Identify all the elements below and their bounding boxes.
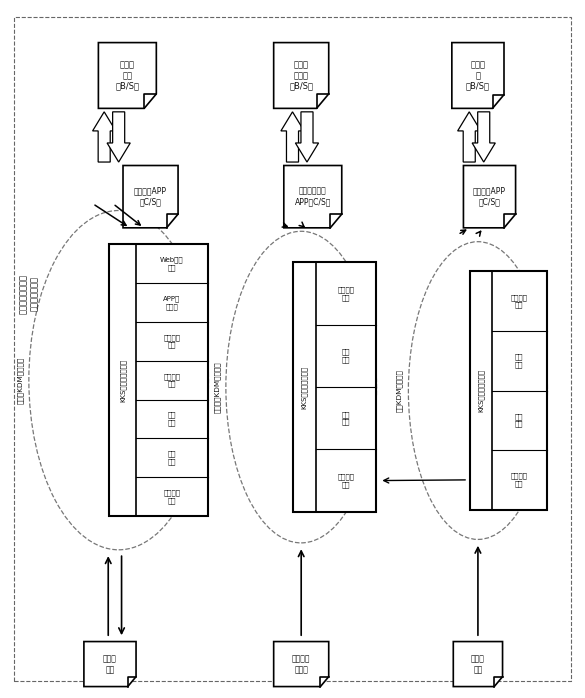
Text: 数据
存储: 数据 存储 [168,451,176,465]
Text: 厂级应用APP
（C/S）: 厂级应用APP （C/S） [473,187,506,207]
Text: Web应用
服务: Web应用 服务 [160,257,184,271]
Polygon shape [453,641,503,687]
Text: 集团次电状态监测
与诊断分析系统: 集团次电状态监测 与诊断分析系统 [19,274,39,313]
Text: 分公司级应用
APP（C/S）: 分公司级应用 APP（C/S） [295,187,331,207]
Bar [293,262,376,512]
Polygon shape [463,165,515,228]
Text: 分公司
级应用
（B/S）: 分公司 级应用 （B/S） [289,60,313,91]
Text: 分公司级KDM数据中心: 分公司级KDM数据中心 [214,362,221,413]
Polygon shape [284,165,342,228]
Text: KKS编码管理与服务: KKS编码管理与服务 [478,369,484,412]
Text: 数据
调度: 数据 调度 [342,349,350,363]
Text: KKS编码管理与服务: KKS编码管理与服务 [301,366,308,408]
Text: APP发
布服务: APP发 布服务 [163,295,181,310]
Polygon shape [274,43,329,108]
Text: 实时计算
引擎: 实时计算 引擎 [511,294,528,309]
Text: 厂级KDM数据中心: 厂级KDM数据中心 [397,369,403,412]
Text: 集团级
应用
（B/S）: 集团级 应用 （B/S） [115,60,139,91]
Bar [109,244,208,516]
Polygon shape [84,641,136,687]
Text: 集团级应APP
（C/S）: 集团级应APP （C/S） [134,187,167,207]
Polygon shape [457,112,481,162]
Polygon shape [274,641,329,687]
Polygon shape [107,112,130,162]
Polygon shape [92,112,116,162]
Text: 实时计算
引擎: 实时计算 引擎 [164,373,181,387]
Polygon shape [281,112,304,162]
Text: 电厂数
据源: 电厂数 据源 [471,654,485,674]
Text: 数据
存储: 数据 存储 [342,411,350,425]
Text: 采集通信
接口: 采集通信 接口 [164,489,181,503]
Text: 集团级KDM数据中心: 集团级KDM数据中心 [17,357,23,403]
Bar [470,272,547,510]
Text: 厂级应
用
（B/S）: 厂级应 用 （B/S） [466,60,490,91]
Text: 诊断分析
服务: 诊断分析 服务 [164,334,181,348]
Text: 数据
调度: 数据 调度 [168,412,176,426]
Polygon shape [452,43,504,108]
Text: 远程监控
数据源: 远程监控 数据源 [292,654,311,674]
Polygon shape [123,165,178,228]
Text: 数据
存储: 数据 存储 [515,413,524,427]
Text: 数据
调度: 数据 调度 [515,354,524,368]
Text: 采集通信
接口: 采集通信 接口 [511,473,528,487]
Text: 外部数
据源: 外部数 据源 [103,654,117,674]
Polygon shape [472,112,495,162]
Polygon shape [98,43,156,108]
Polygon shape [295,112,319,162]
Text: KKS编码管理与服务: KKS编码管理与服务 [119,359,126,402]
Text: 实时计算
引擎: 实时计算 引擎 [338,286,355,301]
Text: 采集通信
接口: 采集通信 接口 [338,473,355,488]
